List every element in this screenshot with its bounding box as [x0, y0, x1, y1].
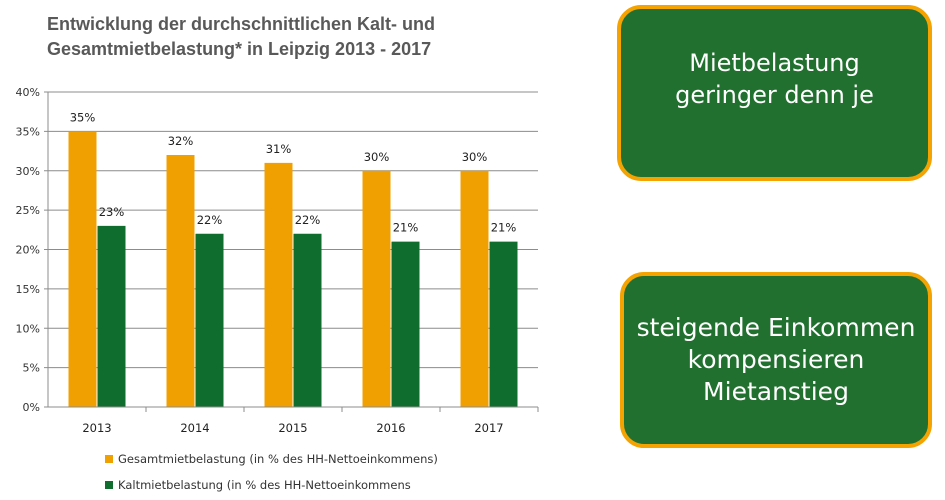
bar-kalt-2016 [391, 241, 420, 407]
callout-2-line-1: steigende Einkommen [636, 313, 916, 342]
legend-swatch-kalt [105, 481, 113, 489]
callout-2-line-3: Mietanstieg [703, 377, 849, 406]
y-tick-label: 40% [16, 86, 40, 99]
bar-kalt-2013 [97, 225, 126, 407]
bar-gesamt-2015 [264, 162, 293, 407]
data-label-kalt-2016: 21% [393, 221, 419, 235]
x-tick-label-2017: 2017 [474, 421, 503, 435]
callout-einkommen: steigende Einkommen kompensieren Mietans… [620, 272, 932, 448]
data-label-gesamt-2013: 35% [70, 110, 96, 124]
data-label-gesamt-2015: 31% [266, 142, 292, 156]
data-label-kalt-2013: 23% [99, 205, 125, 219]
legend-label-kalt: Kaltmietbelastung (in % des HH-Nettoeink… [118, 478, 411, 492]
x-tick-label-2013: 2013 [82, 421, 111, 435]
y-tick-label: 5% [23, 362, 40, 375]
y-tick-label: 25% [16, 204, 40, 217]
y-tick-label: 10% [16, 322, 40, 335]
bars [68, 131, 518, 407]
bar-chart: 35% 23% 32% 22% 31% 22% 30% 21% 30% 21% 0% 5% 10% 15… [16, 86, 539, 435]
axes: 0% 5% 10% 15% 20% 25% 30% 35% 40% 2013 2014 2015 201… [16, 86, 539, 435]
x-tick-label-2015: 2015 [278, 421, 307, 435]
data-label-gesamt-2017: 30% [462, 150, 488, 164]
x-tick-label-2014: 2014 [180, 421, 209, 435]
y-tick-label: 35% [16, 125, 40, 138]
bar-gesamt-2016 [362, 170, 391, 407]
bar-kalt-2014 [195, 233, 224, 407]
data-label-kalt-2017: 21% [491, 221, 517, 235]
data-label-kalt-2014: 22% [197, 213, 223, 227]
data-labels: 35% 23% 32% 22% 31% 22% 30% 21% 30% 21% [70, 110, 517, 234]
chart-title: Entwicklung der durchschnittlichen Kalt-… [47, 12, 567, 62]
bar-kalt-2015 [293, 233, 322, 407]
x-tick-label-2016: 2016 [376, 421, 405, 435]
bar-gesamt-2017 [460, 170, 489, 407]
data-label-gesamt-2014: 32% [168, 134, 194, 148]
data-label-kalt-2015: 22% [295, 213, 321, 227]
callout-1-line-1: Mietbelastung [689, 49, 860, 77]
chart-title-line-1: Entwicklung der durchschnittlichen Kalt-… [47, 14, 436, 34]
y-tick-label: 0% [23, 401, 40, 414]
y-tick-label: 20% [16, 244, 40, 257]
y-tick-label: 15% [16, 283, 40, 296]
legend: Gesamtmietbelastung (in % des HH-Nettoei… [105, 446, 438, 498]
legend-swatch-gesamt [105, 455, 113, 463]
y-tick-label: 30% [16, 165, 40, 178]
chart-title-line-2: Gesamtmietbelastung* in Leipzig 2013 - 2… [47, 39, 432, 59]
callout-mietbelastung: Mietbelastung geringer denn je [617, 5, 932, 181]
bar-gesamt-2014 [166, 155, 195, 407]
legend-label-gesamt: Gesamtmietbelastung (in % des HH-Nettoei… [118, 452, 438, 466]
callout-2-line-2: kompensieren [687, 345, 865, 374]
legend-item-kalt: Kaltmietbelastung (in % des HH-Nettoeink… [105, 472, 438, 498]
bar-kalt-2017 [489, 241, 518, 407]
bar-gesamt-2013 [68, 131, 97, 407]
legend-item-gesamt: Gesamtmietbelastung (in % des HH-Nettoei… [105, 446, 438, 472]
callout-1-line-2: geringer denn je [675, 81, 874, 109]
data-label-gesamt-2016: 30% [364, 150, 390, 164]
